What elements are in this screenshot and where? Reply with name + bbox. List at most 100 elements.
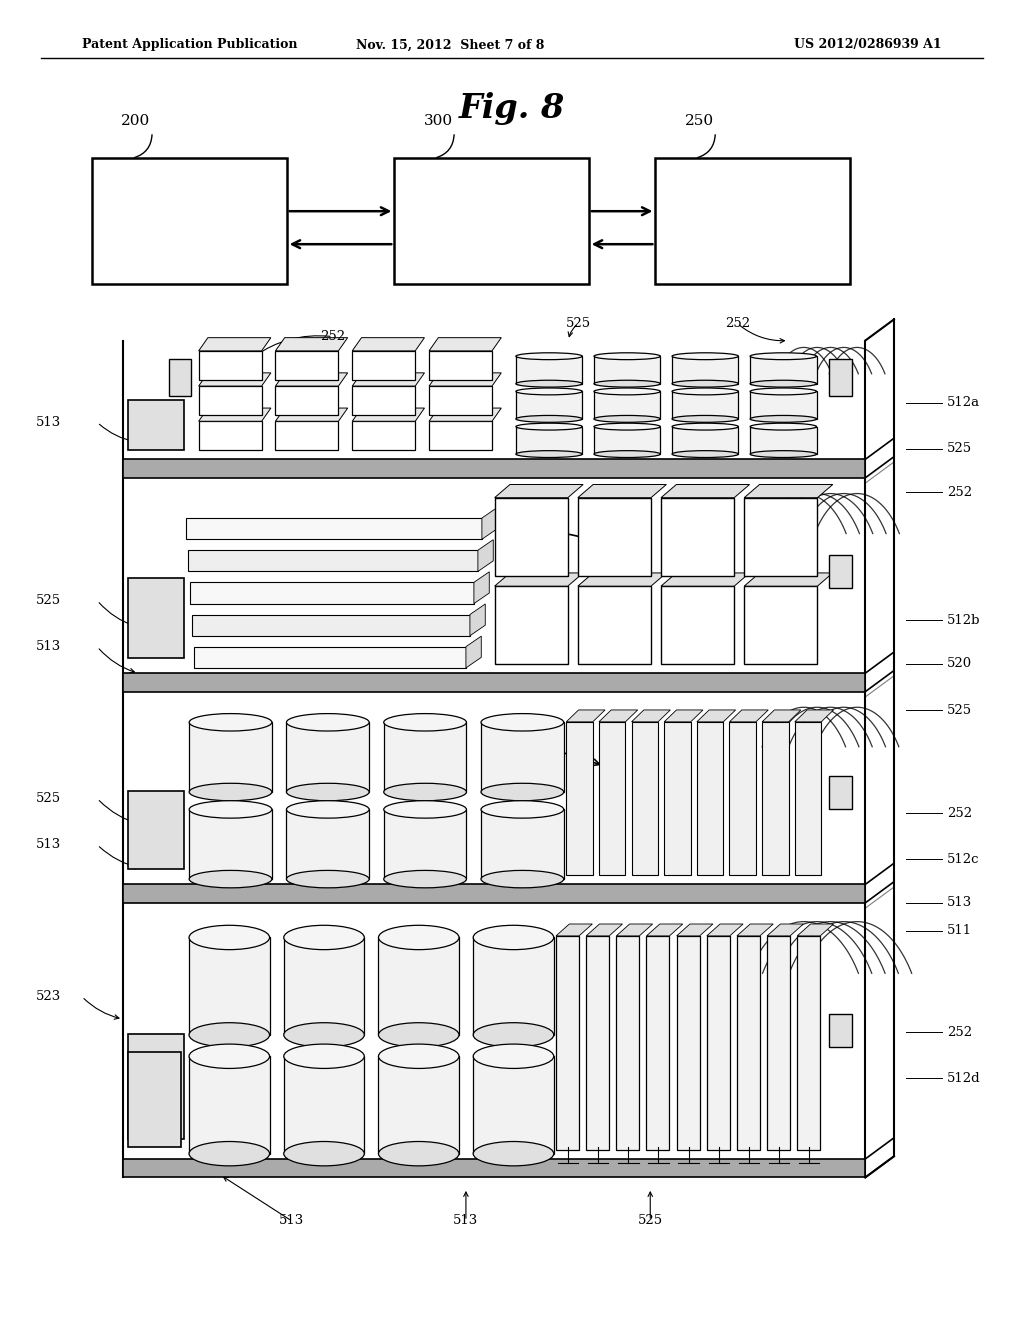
Bar: [751, 426, 816, 454]
Bar: [352, 351, 416, 380]
Ellipse shape: [751, 380, 816, 387]
Polygon shape: [665, 710, 702, 722]
Ellipse shape: [672, 352, 738, 359]
Bar: [516, 426, 583, 454]
Bar: [128, 791, 184, 870]
Ellipse shape: [284, 1044, 365, 1068]
Bar: [287, 809, 370, 879]
Text: 252: 252: [725, 317, 750, 330]
Ellipse shape: [751, 352, 816, 359]
Polygon shape: [429, 372, 502, 385]
Ellipse shape: [594, 352, 660, 359]
Text: 252: 252: [947, 486, 973, 499]
Polygon shape: [199, 338, 271, 351]
Text: 252: 252: [947, 1026, 973, 1039]
Ellipse shape: [284, 1023, 365, 1047]
Ellipse shape: [481, 714, 564, 731]
Text: 513: 513: [280, 1214, 304, 1228]
Bar: [744, 498, 817, 576]
Bar: [199, 385, 262, 414]
Bar: [275, 351, 338, 380]
Bar: [123, 884, 865, 903]
Ellipse shape: [379, 1142, 459, 1166]
Bar: [632, 722, 658, 875]
Text: 252: 252: [947, 807, 973, 820]
Text: Nov. 15, 2012  Sheet 7 of 8: Nov. 15, 2012 Sheet 7 of 8: [356, 38, 545, 51]
Bar: [379, 937, 459, 1035]
Ellipse shape: [751, 416, 816, 422]
Ellipse shape: [284, 1142, 365, 1166]
Text: 525: 525: [638, 1214, 663, 1228]
Polygon shape: [566, 710, 605, 722]
Bar: [495, 586, 567, 664]
Ellipse shape: [287, 714, 369, 731]
Text: 512c: 512c: [947, 853, 980, 866]
Bar: [189, 1056, 269, 1154]
Ellipse shape: [516, 416, 583, 422]
Polygon shape: [352, 372, 425, 385]
Polygon shape: [662, 484, 750, 498]
Text: US 2012/0286939 A1: US 2012/0286939 A1: [795, 38, 942, 51]
Polygon shape: [744, 573, 833, 586]
Ellipse shape: [516, 352, 583, 359]
Bar: [672, 426, 738, 454]
Text: 525: 525: [36, 792, 61, 805]
Ellipse shape: [284, 925, 365, 949]
Ellipse shape: [672, 416, 738, 422]
Bar: [594, 356, 660, 384]
Bar: [677, 936, 699, 1150]
Text: 252: 252: [321, 330, 345, 343]
Polygon shape: [429, 338, 502, 351]
Polygon shape: [707, 924, 743, 936]
Text: 300: 300: [424, 114, 453, 128]
Bar: [566, 722, 593, 875]
Ellipse shape: [473, 1044, 554, 1068]
Ellipse shape: [384, 714, 466, 731]
Polygon shape: [275, 372, 348, 385]
Bar: [594, 392, 660, 418]
Ellipse shape: [672, 388, 738, 395]
Bar: [189, 582, 474, 603]
Text: Fig. 8: Fig. 8: [459, 92, 565, 125]
Bar: [429, 421, 492, 450]
Bar: [696, 722, 723, 875]
Polygon shape: [275, 408, 348, 421]
Polygon shape: [767, 924, 804, 936]
Ellipse shape: [384, 801, 466, 818]
Text: 512b: 512b: [947, 614, 981, 627]
Polygon shape: [737, 924, 773, 936]
Ellipse shape: [594, 416, 660, 422]
Bar: [795, 722, 821, 875]
Polygon shape: [556, 924, 592, 936]
Ellipse shape: [594, 424, 660, 430]
Ellipse shape: [473, 925, 554, 949]
Bar: [128, 578, 184, 657]
Text: 512d: 512d: [947, 1072, 981, 1085]
Ellipse shape: [384, 870, 466, 888]
Bar: [729, 722, 756, 875]
Ellipse shape: [751, 450, 816, 458]
Ellipse shape: [189, 1142, 269, 1166]
Bar: [92, 158, 287, 284]
Polygon shape: [798, 924, 834, 936]
Ellipse shape: [594, 388, 660, 395]
Polygon shape: [762, 710, 801, 722]
Ellipse shape: [672, 380, 738, 387]
Bar: [189, 809, 272, 879]
Bar: [767, 936, 791, 1150]
Ellipse shape: [481, 870, 564, 888]
Bar: [616, 936, 639, 1150]
Bar: [384, 809, 467, 879]
Bar: [646, 936, 670, 1150]
Bar: [737, 936, 760, 1150]
Bar: [123, 673, 865, 692]
Bar: [662, 586, 734, 664]
Polygon shape: [275, 338, 348, 351]
Bar: [429, 351, 492, 380]
Bar: [186, 517, 482, 540]
Polygon shape: [199, 372, 271, 385]
Polygon shape: [495, 484, 584, 498]
Bar: [128, 1034, 184, 1139]
Ellipse shape: [751, 388, 816, 395]
Text: 523: 523: [36, 990, 61, 1003]
